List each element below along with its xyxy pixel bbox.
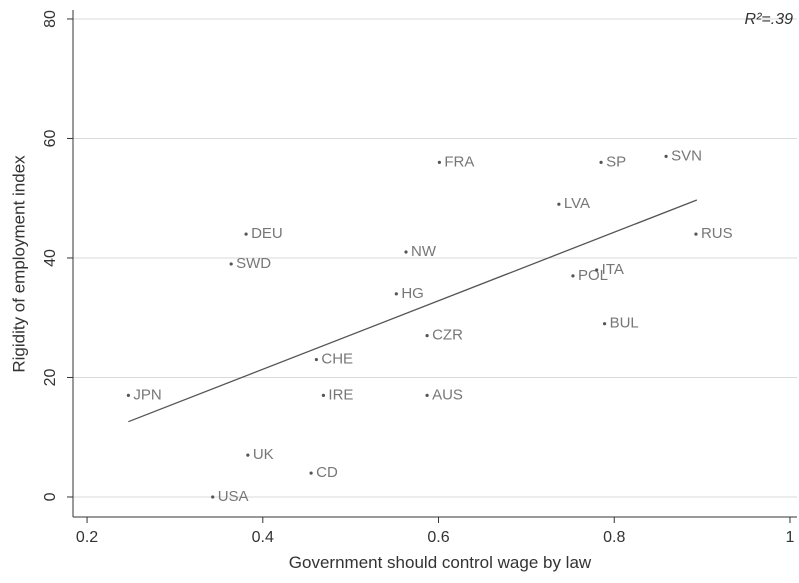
point-label: NW: [411, 243, 437, 260]
point-label: CHE: [321, 351, 353, 368]
x-tick-label: 0.8: [603, 529, 625, 546]
point-label: UK: [253, 446, 274, 463]
point: [229, 262, 233, 266]
point-label: CZR: [432, 327, 463, 344]
point: [314, 357, 318, 362]
annotation: R²=.39: [745, 11, 794, 28]
point-label: JPN: [133, 386, 161, 403]
point-label: ITA: [602, 261, 624, 278]
y-tick-label: 40: [42, 249, 59, 267]
y-axis-title: Rigidity of employment index: [9, 155, 28, 373]
point-label: SWD: [236, 255, 271, 272]
x-tick-label: 0.4: [252, 529, 274, 546]
x-tick-label: 0.6: [427, 529, 449, 546]
point-label: LVA: [564, 195, 590, 212]
x-tick-label: 0.2: [76, 529, 98, 546]
point-label: HG: [401, 285, 424, 302]
point: [437, 160, 441, 164]
point: [599, 160, 603, 164]
x-axis-title: Government should control wage by law: [289, 553, 592, 572]
point: [595, 268, 599, 272]
y-tick-label: 20: [42, 368, 59, 386]
point-label: AUS: [432, 386, 463, 403]
point-label: USA: [218, 488, 249, 505]
point: [394, 292, 398, 296]
point: [557, 202, 561, 206]
point: [571, 274, 575, 278]
point-label: RUS: [701, 225, 733, 242]
point-label: SP: [606, 153, 626, 170]
y-tick-label: 60: [42, 129, 59, 147]
point-label: BUL: [610, 315, 639, 332]
point: [425, 393, 429, 398]
x-tick-label: 1: [786, 529, 795, 546]
point: [694, 232, 698, 236]
y-tick-label: 0: [42, 492, 59, 501]
point: [126, 393, 130, 398]
fit-line: [128, 199, 698, 423]
point: [425, 334, 429, 338]
point: [309, 471, 313, 475]
point-label: SVN: [671, 147, 702, 164]
point: [404, 250, 408, 254]
point: [246, 453, 250, 457]
point-label: FRA: [444, 153, 474, 170]
point: [244, 232, 248, 236]
point-label: IRE: [328, 386, 353, 403]
point: [321, 393, 326, 398]
point: [211, 495, 215, 499]
point-label: DEU: [251, 225, 283, 242]
y-tick-label: 80: [42, 10, 59, 28]
point: [664, 154, 668, 158]
point: [602, 322, 607, 326]
point-label: POL: [578, 267, 608, 284]
point-label: CD: [316, 464, 338, 481]
